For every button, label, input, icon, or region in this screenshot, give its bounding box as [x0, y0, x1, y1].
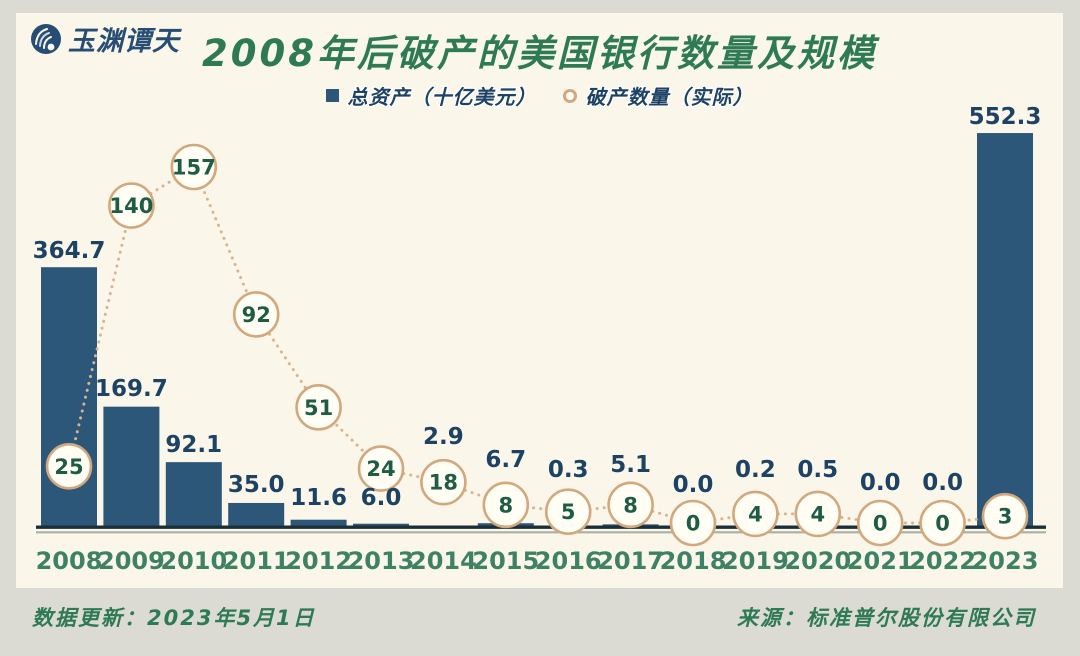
bar-2023: [977, 133, 1033, 528]
bar-2010: [165, 462, 222, 528]
logo-text: 玉渊谭天: [68, 26, 180, 57]
count-label-2023: 3: [998, 505, 1013, 529]
count-label-2018: 0: [686, 512, 701, 536]
bar-2012: [290, 519, 347, 528]
count-label-2008: 25: [54, 455, 83, 479]
year-label-2011: 2011: [223, 547, 290, 575]
year-label-2015: 2015: [472, 547, 539, 575]
year-label-2012: 2012: [285, 547, 352, 575]
year-label-2017: 2017: [597, 547, 664, 575]
count-circle-2012: [295, 384, 342, 431]
year-label-2018: 2018: [660, 547, 727, 575]
count-circle-2019: [732, 490, 779, 538]
value-label-2017: 5.1: [610, 452, 651, 478]
logo-icon: [31, 23, 61, 54]
value-label-2022: 0.0: [922, 470, 963, 496]
bar-2011: [228, 502, 285, 528]
count-circle-2017: [607, 481, 654, 529]
year-label-2008: 2008: [36, 547, 103, 575]
value-label-2014: 2.9: [423, 424, 464, 450]
data-updated-note: 数据更新：2023年5月1日: [32, 606, 316, 630]
legend-item-failure-count: 破产数量（实际）: [562, 81, 754, 110]
value-label-2012: 11.6: [290, 485, 347, 511]
bank-failures-combo-chart: 25 140 157 92 51 24 18 8 5 8 0 4 4 0 0 3 364.7 169.7 92.13…: [33, 104, 1046, 575]
count-label-2019: 4: [748, 502, 763, 526]
count-label-2010: 157: [172, 156, 216, 180]
value-label-2010: 92.1: [165, 432, 222, 458]
value-label-2019: 0.2: [735, 457, 776, 483]
count-circle-2015: [482, 481, 530, 529]
count-circle-2011: [232, 291, 280, 338]
legend-item-total-assets: 总资产（十亿美元）: [325, 81, 537, 110]
value-label-2021: 0.0: [860, 470, 901, 496]
year-label-2010: 2010: [160, 547, 227, 575]
year-label-2023: 2023: [972, 547, 1039, 575]
chart-panel: 玉渊谭天 2008年后破产的美国银行数量及规模 总资产（十亿美元） 破产数量（实…: [16, 13, 1063, 588]
value-label-2020: 0.5: [797, 457, 838, 483]
count-label-2014: 18: [429, 471, 458, 495]
bar-series-swatch-icon: [325, 89, 339, 102]
value-label-2009: 169.7: [95, 376, 168, 402]
scatter-series-swatch-icon: [562, 88, 577, 103]
count-label-2021: 0: [873, 512, 888, 536]
year-label-2021: 2021: [847, 547, 914, 575]
count-circle-2009: [108, 182, 155, 229]
year-label-2013: 2013: [348, 547, 415, 575]
failure-count-dotted-line: [67, 164, 1007, 525]
value-label-2016: 0.3: [548, 457, 589, 483]
logo: 玉渊谭天: [30, 19, 180, 58]
value-label-2013: 6.0: [361, 485, 402, 511]
count-label-2011: 92: [242, 303, 271, 327]
count-circle-2016: [544, 488, 592, 535]
legend: 总资产（十亿美元） 破产数量（实际）: [16, 81, 1063, 110]
count-circle-2010: [170, 143, 218, 191]
value-label-2015: 6.7: [485, 447, 526, 473]
legend-label-total-assets: 总资产（十亿美元）: [347, 85, 537, 109]
count-label-2012: 51: [304, 396, 333, 420]
source-note: 来源：标准普尔股份有限公司: [737, 606, 1036, 630]
count-circle-2023: [981, 492, 1029, 540]
count-circle-2021: [856, 499, 904, 547]
count-circle-2008: [45, 443, 93, 490]
year-label-2009: 2009: [98, 547, 165, 575]
count-label-2013: 24: [366, 457, 395, 481]
count-circle-2022: [919, 499, 966, 547]
year-label-2020: 2020: [784, 547, 851, 575]
page-title: 2008年后破产的美国银行数量及规模: [202, 32, 877, 75]
count-label-2020: 4: [810, 502, 825, 526]
bar-2009: [103, 406, 160, 528]
count-label-2009: 140: [109, 194, 153, 218]
year-label-2022: 2022: [909, 547, 976, 575]
count-circle-2014: [420, 458, 467, 506]
count-label-2016: 5: [561, 500, 576, 524]
year-label-2019: 2019: [722, 547, 789, 575]
count-label-2022: 0: [935, 512, 950, 536]
year-label-2016: 2016: [535, 547, 602, 575]
value-label-2023: 552.3: [969, 104, 1042, 130]
value-label-2018: 0.0: [673, 472, 714, 498]
count-circle-2018: [669, 499, 717, 547]
year-label-2014: 2014: [410, 547, 477, 575]
legend-label-failure-count: 破产数量（实际）: [585, 85, 754, 109]
value-label-2008: 364.7: [33, 238, 106, 264]
count-circle-2020: [794, 490, 842, 538]
count-circle-2013: [357, 445, 405, 492]
value-label-2011: 35.0: [228, 472, 285, 498]
count-label-2015: 8: [498, 493, 513, 517]
count-label-2017: 8: [623, 493, 638, 517]
